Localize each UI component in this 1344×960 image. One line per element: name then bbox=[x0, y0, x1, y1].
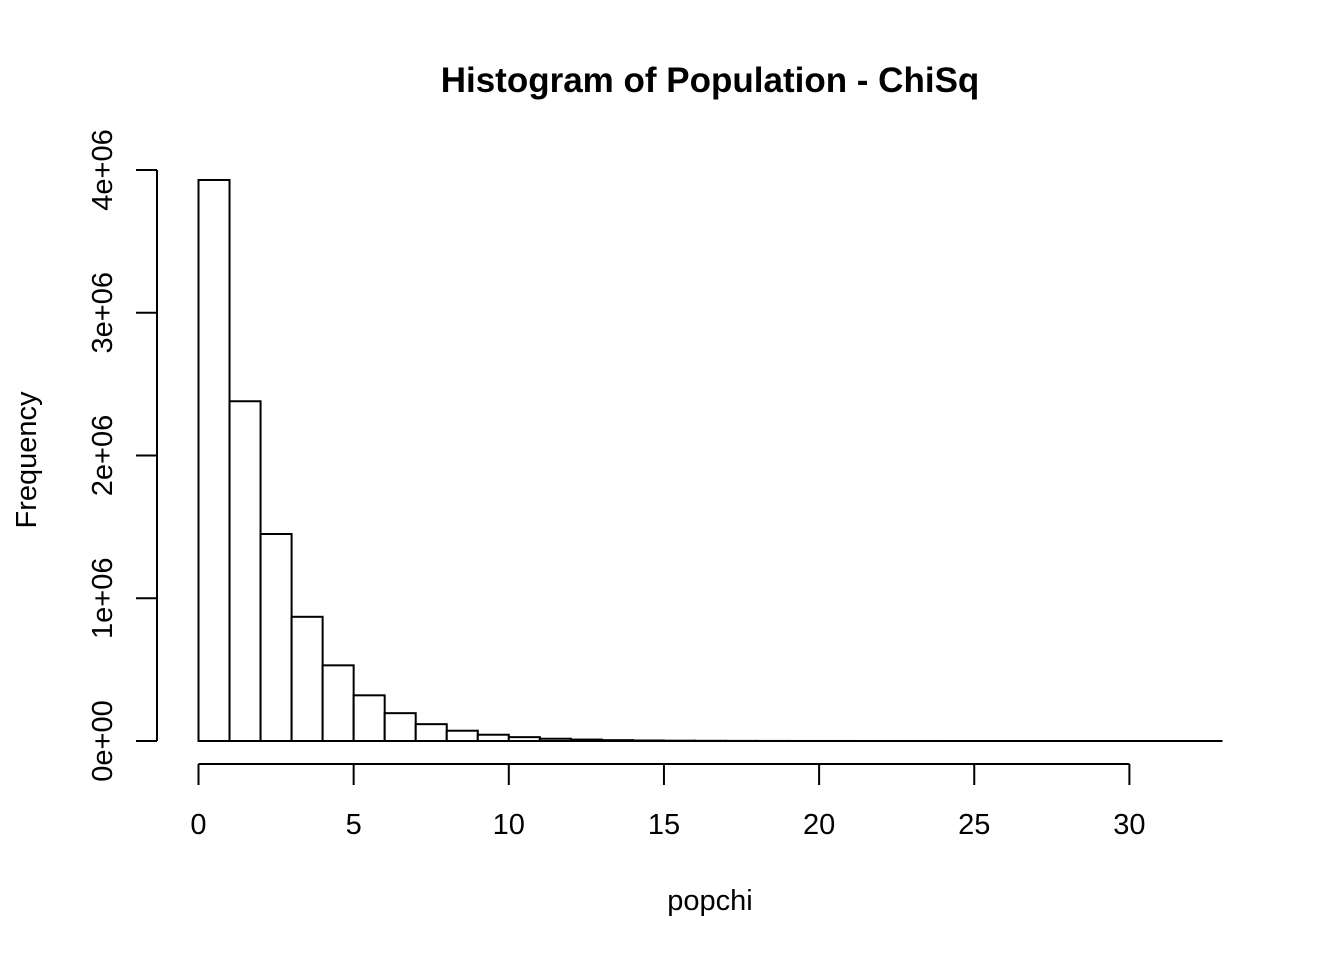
histogram-bar bbox=[352, 694, 386, 743]
x-tick-label: 5 bbox=[346, 809, 362, 841]
x-tick-label: 10 bbox=[493, 809, 525, 841]
y-tick-label: 3e+06 bbox=[87, 272, 119, 353]
histogram-bar bbox=[383, 712, 417, 742]
bars-group bbox=[197, 178, 1223, 743]
x-tick-label: 25 bbox=[958, 809, 990, 841]
y-tick-label: 0e+00 bbox=[87, 700, 119, 781]
histogram-bar bbox=[414, 723, 448, 742]
y-tick-label: 1e+06 bbox=[87, 558, 119, 639]
histogram-bar bbox=[197, 178, 231, 743]
histogram-bar bbox=[290, 615, 324, 742]
histogram-bar bbox=[228, 400, 262, 742]
y-tick-label: 2e+06 bbox=[87, 415, 119, 496]
y-tick-label: 4e+06 bbox=[87, 129, 119, 210]
x-tick-label: 15 bbox=[648, 809, 680, 841]
histogram-bar bbox=[445, 729, 479, 742]
x-tick-label: 30 bbox=[1113, 809, 1145, 841]
y-axis: 0e+00 1e+06 2e+06 3e+06 4e+06 bbox=[87, 129, 158, 782]
histogram-bar bbox=[259, 533, 293, 743]
x-tick-label: 20 bbox=[803, 809, 835, 841]
chart-title: Histogram of Population - ChiSq bbox=[441, 61, 980, 100]
x-axis-label: popchi bbox=[667, 885, 752, 917]
y-axis-label: Frequency bbox=[11, 391, 43, 529]
x-axis: 0 5 10 15 20 25 30 bbox=[190, 763, 1146, 841]
x-tick-label: 0 bbox=[190, 809, 206, 841]
histogram-bar bbox=[321, 664, 355, 743]
